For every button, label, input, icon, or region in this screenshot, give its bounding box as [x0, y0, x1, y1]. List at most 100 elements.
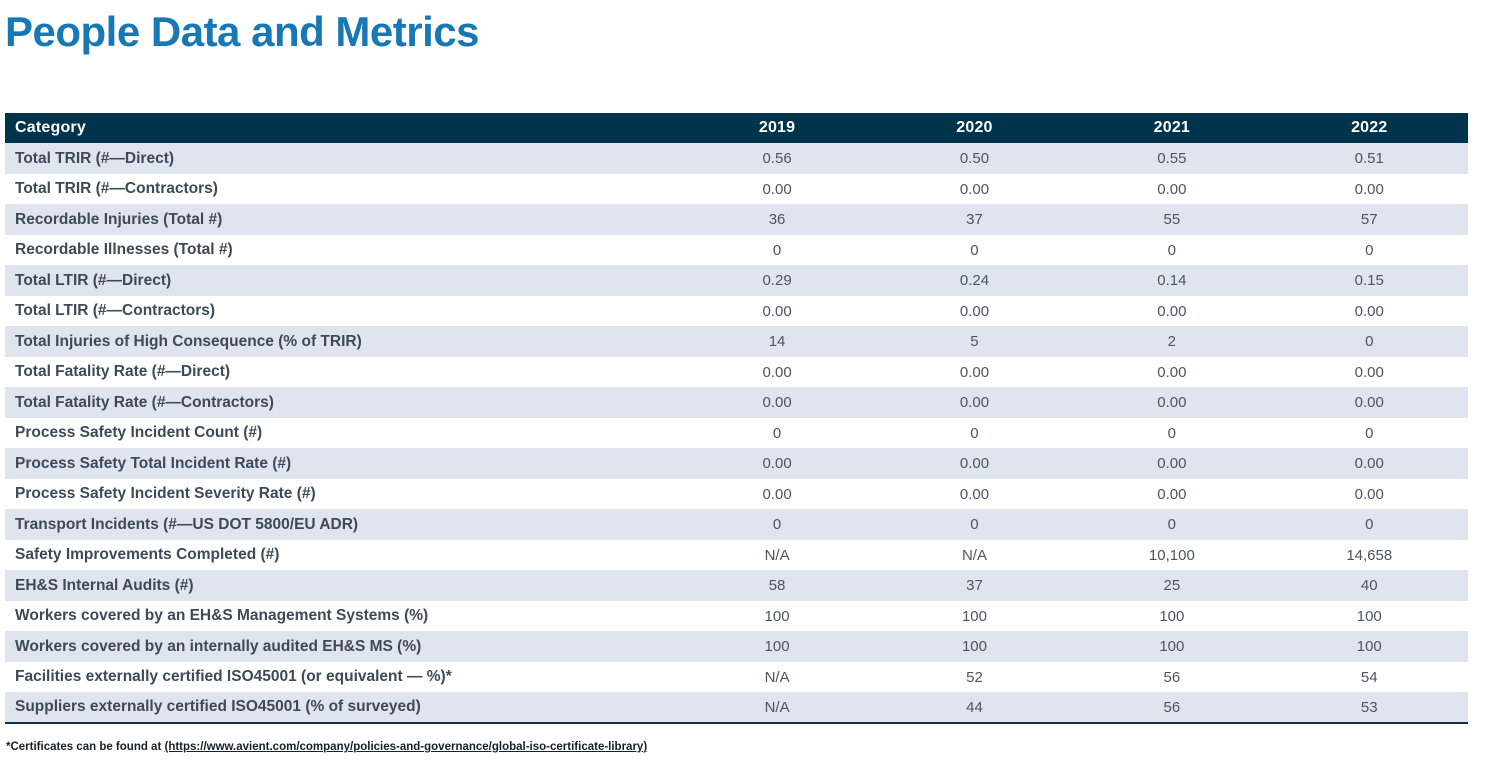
column-header-category: Category — [5, 113, 679, 144]
row-value: 0.00 — [959, 394, 990, 412]
row-value: 56 — [1163, 668, 1181, 686]
row-value: N/A — [764, 546, 790, 564]
row-value: 37 — [966, 577, 983, 595]
row-value: 0.00 — [1354, 180, 1384, 198]
table-header-row: Category 2019 2020 2021 2022 — [5, 113, 1468, 144]
row-label: Safety Improvements Completed (#) — [15, 546, 280, 564]
column-header-2020: 2020 — [875, 113, 1074, 144]
row-label: Recordable Injuries (Total #) — [15, 210, 223, 228]
row-value: 0 — [1365, 241, 1374, 259]
row-value: 5 — [970, 333, 979, 351]
table-row: Process Safety Total Incident Rate (#) 0.… — [5, 448, 1468, 479]
row-value: 0 — [970, 241, 979, 259]
table-row: Recordable Illnesses (Total #) 0 0 0 0 — [5, 234, 1468, 266]
table-row: Process Safety Incident Count (#) 0 0 0 0 — [5, 417, 1468, 449]
row-value: 0 — [1365, 424, 1374, 442]
row-value: 0.00 — [1157, 394, 1187, 412]
row-value: 100 — [1159, 638, 1185, 656]
row-value: 0.00 — [1157, 455, 1187, 473]
row-value: 100 — [1159, 607, 1185, 625]
row-value: 37 — [966, 211, 983, 229]
row-value: 10,100 — [1148, 546, 1195, 564]
row-value: 25 — [1163, 577, 1181, 595]
people-metrics-table: Category 2019 2020 2021 2022 Total TRIR … — [5, 113, 1468, 724]
table-row: Total LTIR (#—Contractors) 0.00 0.00 0.00 0.… — [5, 295, 1468, 327]
row-label: Transport Incidents (#—US DOT 5800/EU AD… — [15, 515, 359, 533]
row-value: 0.55 — [1157, 150, 1187, 168]
row-label: Total Fatality Rate (#—Contractors) — [15, 393, 274, 411]
table-row: Workers covered by an EH&S Management Sy… — [5, 600, 1468, 632]
row-value: 0 — [1167, 424, 1177, 442]
column-header-2021: 2021 — [1073, 113, 1271, 144]
row-value: 44 — [966, 698, 983, 716]
row-value: 0.00 — [1157, 485, 1187, 503]
certificate-library-link[interactable]: (https://www.avient.com/company/policies… — [164, 740, 648, 753]
table-header: Category 2019 2020 2021 2022 — [5, 113, 1468, 144]
row-label: Total TRIR (#—Direct) — [15, 149, 175, 167]
row-value: 0 — [970, 516, 979, 534]
table-row: Transport Incidents (#—US DOT 5800/EU AD… — [5, 509, 1468, 540]
row-value: 0.00 — [1354, 485, 1384, 503]
row-value: 100 — [961, 638, 987, 656]
row-label: Total LTIR (#—Contractors) — [15, 302, 216, 320]
table-row: Suppliers externally certified ISO45001 … — [5, 692, 1468, 723]
row-label: Workers covered by an EH&S Management Sy… — [15, 607, 429, 625]
row-value: 0 — [1167, 241, 1177, 259]
row-value: 0.00 — [762, 180, 792, 198]
table-row: Total TRIR (#—Contractors) 0.00 0.00 0.00 0.… — [5, 173, 1468, 205]
row-value: 0.00 — [959, 180, 990, 198]
row-value: 14,658 — [1346, 546, 1393, 564]
column-header-2019: 2019 — [678, 113, 876, 144]
row-value: 0.29 — [762, 272, 792, 290]
row-value: 0.00 — [1157, 302, 1187, 320]
row-value: 0.00 — [959, 455, 990, 473]
row-value: 0.56 — [762, 150, 792, 168]
row-value: 55 — [1163, 211, 1181, 229]
table-row: Total Injuries of High Consequence (% of… — [5, 326, 1468, 357]
row-label: Process Safety Total Incident Rate (#) — [15, 454, 292, 472]
row-value: 0.00 — [1354, 455, 1384, 473]
row-value: 100 — [764, 638, 790, 656]
row-value: 0 — [1365, 333, 1374, 351]
footnote: *Certificates can be found at (https://w… — [6, 741, 1487, 753]
column-header-2022: 2022 — [1270, 113, 1468, 144]
row-value: N/A — [764, 698, 790, 716]
row-value: 0.00 — [762, 485, 792, 503]
row-value: 36 — [768, 211, 786, 229]
row-label: Total Fatality Rate (#—Direct) — [15, 363, 231, 381]
row-value: 0.00 — [762, 302, 792, 320]
row-value: 53 — [1360, 698, 1378, 716]
row-value: 0 — [772, 516, 782, 534]
table-row: Total Fatality Rate (#—Contractors) 0.00 0… — [5, 387, 1468, 418]
row-value: 0.00 — [959, 302, 990, 320]
row-value: 0.50 — [959, 150, 990, 168]
table-row: Process Safety Incident Severity Rate (#… — [5, 478, 1468, 510]
row-value: 0 — [1365, 516, 1374, 534]
row-value: 0.00 — [762, 394, 792, 412]
row-value: 0.14 — [1157, 272, 1187, 290]
row-value: 0.00 — [959, 363, 990, 381]
row-value: 100 — [1356, 638, 1382, 656]
row-value: 0.00 — [1354, 363, 1384, 381]
row-value: 100 — [764, 607, 790, 625]
row-label: Process Safety Incident Count (#) — [15, 424, 263, 442]
table-body: Total TRIR (#—Direct) 0.56 0.50 0.55 0.51 Tot… — [5, 143, 1468, 723]
row-label: Recordable Illnesses (Total #) — [15, 241, 233, 259]
row-value: 0 — [772, 424, 782, 442]
row-label: Total Injuries of High Consequence (% of… — [15, 332, 362, 350]
row-value: 58 — [768, 577, 786, 595]
row-value: 0.00 — [1354, 394, 1384, 412]
row-label: Suppliers externally certified ISO45001 … — [15, 698, 421, 716]
row-value: 40 — [1360, 577, 1378, 595]
row-value: 0.00 — [959, 485, 990, 503]
row-value: 52 — [966, 668, 983, 686]
row-value: 0.24 — [959, 272, 990, 290]
table-row: Recordable Injuries (Total #) 36 37 55 57 — [5, 204, 1468, 235]
table-row: Facilities externally certified ISO45001… — [5, 661, 1468, 693]
row-value: 0 — [970, 424, 979, 442]
table-row: Total LTIR (#—Direct) 0.29 0.24 0.14 0.15 — [5, 265, 1468, 296]
row-value: 56 — [1163, 698, 1181, 716]
table-row: Safety Improvements Completed (#) N/A N/A 1… — [5, 539, 1468, 571]
row-value: 0.00 — [1157, 363, 1187, 381]
